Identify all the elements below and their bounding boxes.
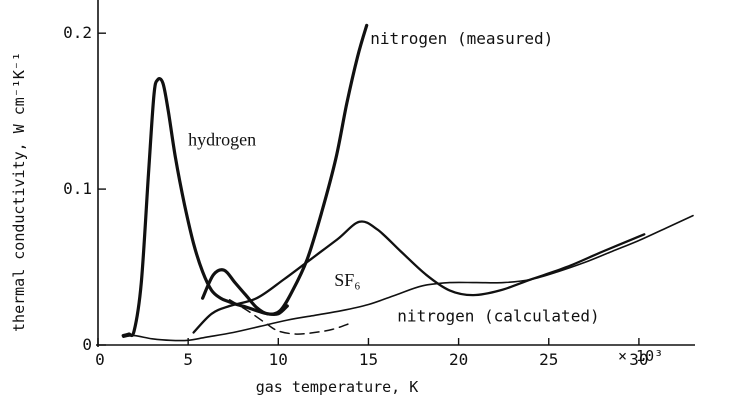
x-tick-label: 25: [539, 350, 558, 369]
x-tick-label: 30: [629, 350, 648, 369]
x-axis-title: gas temperature, K: [256, 378, 419, 396]
annotation-layer: nitrogen (measured) hydrogen SF₆ nitrogen (…: [188, 29, 599, 326]
x-ticks: 0 5 10 15 20 25 30: [95, 338, 649, 369]
series-line-0: [121, 77, 289, 338]
axes: [96, 0, 695, 347]
y-axis-title: thermal conductivity, W cm⁻¹K⁻¹: [10, 52, 28, 332]
y-tick-label: 0: [82, 335, 92, 354]
curve-label-0: nitrogen (measured): [370, 29, 553, 48]
curve-label-3: nitrogen (calculated): [397, 307, 599, 326]
series-line-4: [228, 299, 352, 335]
curve-label-2: SF₆: [334, 270, 360, 290]
series-layer: [121, 23, 694, 342]
x-tick-label: 5: [183, 350, 193, 369]
series-line-3: [122, 214, 694, 342]
series-line-1: [201, 23, 369, 316]
y-tick-label: 0.1: [63, 179, 92, 198]
x-tick-label: 10: [269, 350, 288, 369]
x-tick-label: 0: [95, 350, 105, 369]
curve-label-1: hydrogen: [188, 129, 256, 149]
x-tick-label: 20: [449, 350, 468, 369]
x-multiplier-label: × 10³: [618, 347, 663, 365]
y-tick-label: 0.2: [63, 23, 92, 42]
x-tick-label: 15: [359, 350, 378, 369]
y-ticks: 0 0.1 0.2: [63, 23, 106, 354]
